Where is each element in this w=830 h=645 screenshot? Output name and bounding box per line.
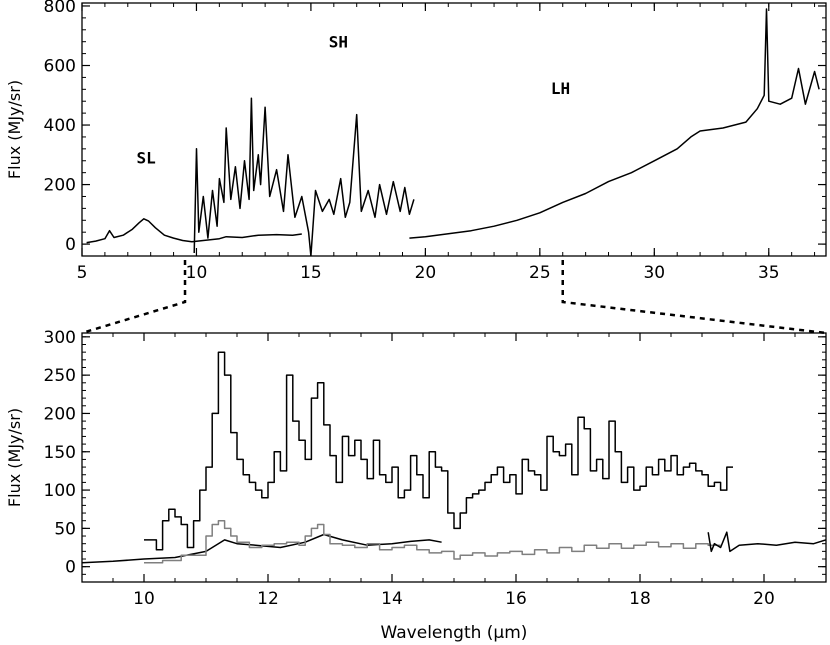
series-line-0 <box>86 218 302 244</box>
x-tick-label: 10 <box>186 263 208 283</box>
x-tick-label: 30 <box>643 263 665 283</box>
x-tick-label: 20 <box>753 589 775 609</box>
series-line-2 <box>409 8 820 239</box>
module-label-lh: LH <box>551 79 570 98</box>
x-tick-label: 15 <box>300 263 322 283</box>
x-tick-label: 5 <box>77 263 88 283</box>
series-line-1 <box>193 97 415 256</box>
y-tick-label: 0 <box>65 558 76 578</box>
y-axis-label: Flux (MJy/sr) <box>5 80 24 179</box>
plot-area <box>82 351 826 564</box>
y-tick-label: 400 <box>44 116 76 136</box>
series-line-2 <box>144 519 721 564</box>
y-tick-label: 0 <box>65 235 76 255</box>
x-tick-label: 16 <box>505 589 527 609</box>
y-tick-label: 250 <box>44 366 76 386</box>
y-tick-label: 200 <box>44 176 76 196</box>
x-axis-label: Wavelength (μm) <box>381 623 528 643</box>
series-line-3 <box>707 531 826 553</box>
y-tick-label: 800 <box>44 0 76 17</box>
zoom-connector-right <box>561 260 827 335</box>
x-tick-label: 10 <box>133 589 155 609</box>
series-line-0 <box>144 351 733 551</box>
y-axis-label: Flux (MJy/sr) <box>5 408 24 507</box>
zoom-connectors <box>81 260 827 335</box>
module-label-sl: SL <box>136 149 155 168</box>
x-tick-label: 25 <box>529 263 551 283</box>
x-tick-label: 14 <box>381 589 403 609</box>
zoom-connector-left <box>81 260 187 335</box>
plot-area <box>86 8 820 256</box>
x-tick-label: 12 <box>257 589 279 609</box>
module-label-sh: SH <box>329 33 348 52</box>
y-tick-label: 200 <box>44 404 76 424</box>
x-tick-label: 20 <box>415 263 437 283</box>
top-panel: 5 10 15 20 25 30 35 0 200 400 600 800 Flux (MJy/sr) S… <box>5 0 827 283</box>
plot-frame <box>81 2 827 257</box>
x-tick-label: 18 <box>629 589 651 609</box>
y-tick-label: 100 <box>44 481 76 501</box>
series-line-1 <box>82 533 442 564</box>
x-tick-label: 35 <box>758 263 780 283</box>
y-tick-label: 600 <box>44 57 76 77</box>
y-tick-label: 150 <box>44 443 76 463</box>
y-tick-label: 50 <box>54 519 76 539</box>
y-tick-label: 300 <box>44 328 76 348</box>
